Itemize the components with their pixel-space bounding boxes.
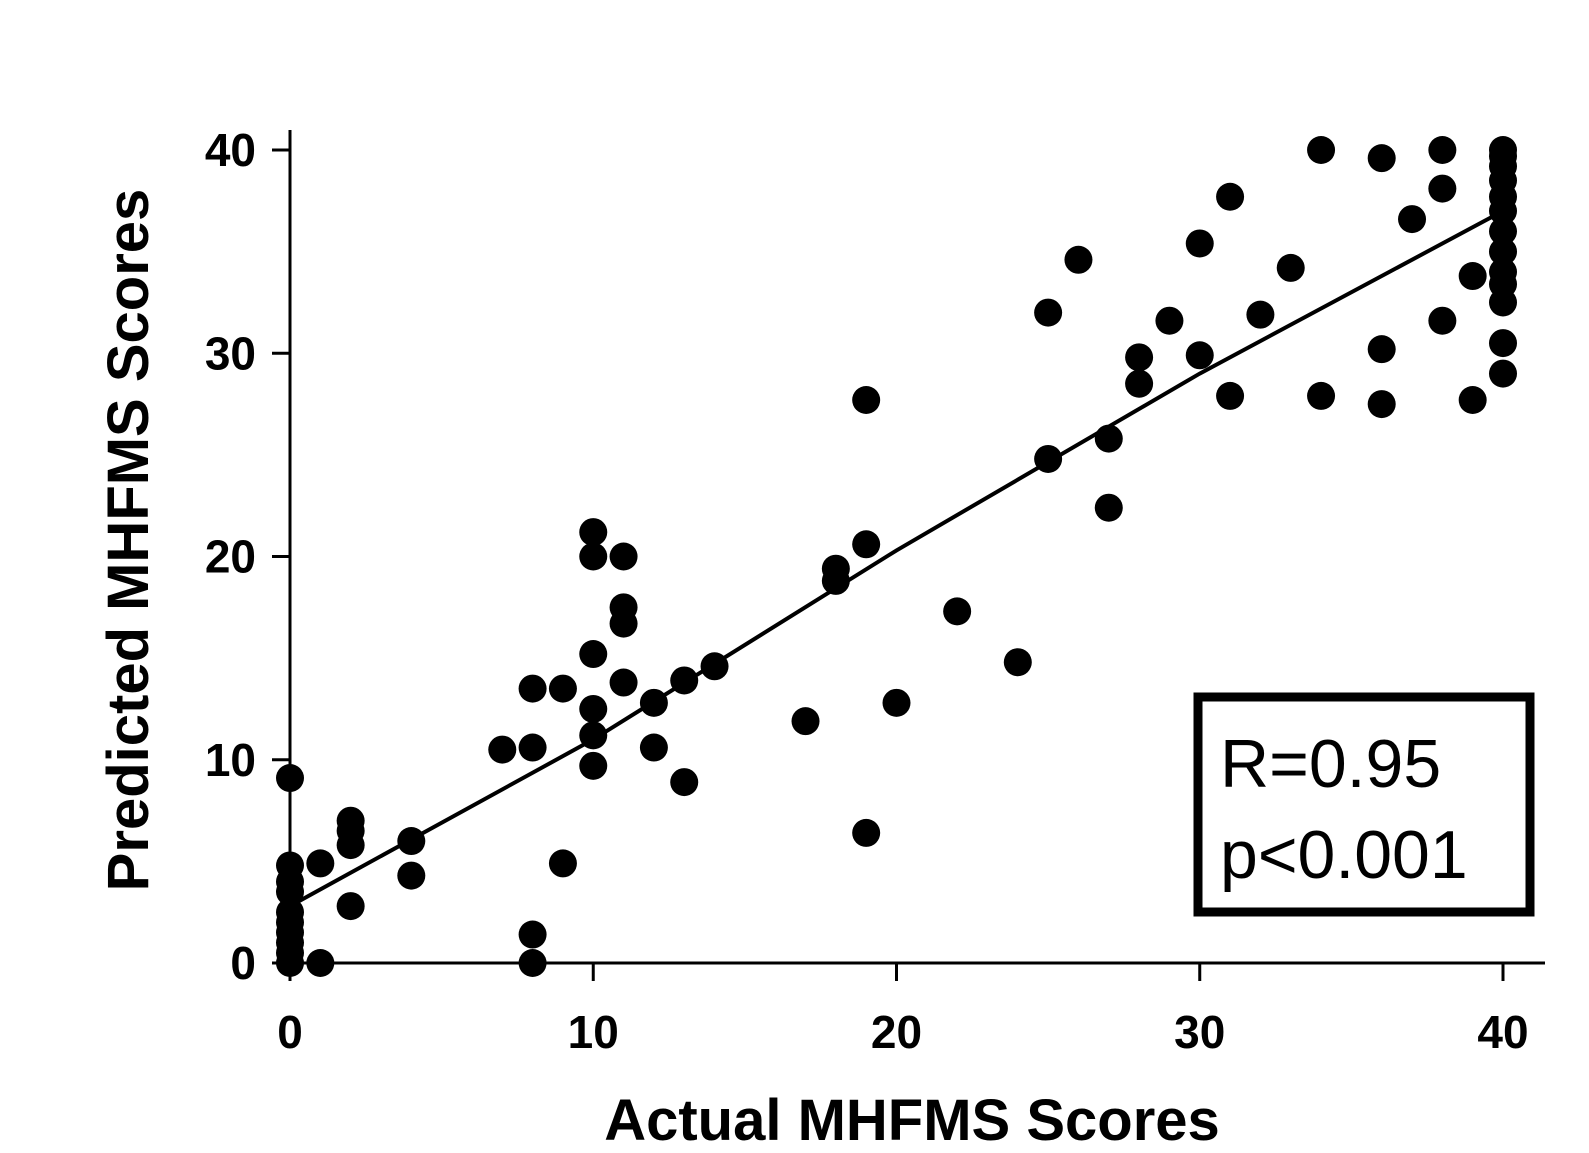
y-tick-label: 0 <box>230 937 256 989</box>
data-point <box>1064 245 1093 274</box>
data-point <box>1155 306 1184 335</box>
x-tick-label: 20 <box>871 1006 922 1058</box>
data-point <box>397 861 426 890</box>
data-point <box>1428 306 1457 335</box>
data-point <box>488 735 517 764</box>
data-point <box>1367 144 1396 173</box>
data-point <box>852 530 881 559</box>
x-tick-label: 10 <box>568 1006 619 1058</box>
data-point <box>548 674 577 703</box>
data-point <box>518 949 547 977</box>
data-point <box>639 733 668 762</box>
y-tick-label: 40 <box>205 124 256 176</box>
data-point <box>670 666 699 695</box>
data-point <box>306 949 335 977</box>
regression-line <box>289 209 1504 908</box>
data-point <box>518 733 547 762</box>
y-tick-label: 30 <box>205 327 256 379</box>
fit-line-group <box>289 209 1504 908</box>
data-point <box>336 892 365 921</box>
data-point <box>1185 229 1214 258</box>
axes <box>288 130 1545 965</box>
data-point <box>397 827 426 856</box>
y-tick-label: 10 <box>205 734 256 786</box>
data-point <box>852 818 881 847</box>
data-point <box>1125 343 1154 372</box>
data-point <box>1489 217 1517 246</box>
data-points <box>276 136 1517 977</box>
data-point <box>1458 385 1487 414</box>
data-point <box>579 640 608 669</box>
data-point <box>1034 298 1063 327</box>
data-point <box>276 764 304 793</box>
data-point <box>882 688 911 717</box>
data-point <box>306 849 335 878</box>
x-tick-label: 30 <box>1174 1006 1225 1058</box>
data-point <box>579 721 608 750</box>
data-point <box>821 554 850 583</box>
x-ticks: 0 10 20 30 40 <box>277 963 1529 1058</box>
data-point <box>1307 381 1336 410</box>
data-point <box>518 920 547 949</box>
y-tick-label: 20 <box>205 531 256 583</box>
stats-p-value: p<0.001 <box>1220 817 1468 893</box>
y-ticks: 0 10 20 30 40 <box>205 124 290 989</box>
data-point <box>1094 493 1123 522</box>
data-point <box>1276 253 1305 282</box>
stats-box: R=0.95 p<0.001 <box>1193 692 1535 917</box>
data-point <box>1307 136 1336 164</box>
data-point <box>518 674 547 703</box>
data-point <box>1367 390 1396 419</box>
data-point <box>1458 262 1487 291</box>
data-point <box>1216 182 1245 211</box>
data-point <box>1094 424 1123 453</box>
x-tick-label: 40 <box>1477 1006 1528 1058</box>
data-point <box>852 385 881 414</box>
data-point <box>943 597 972 626</box>
data-point <box>579 518 608 547</box>
data-point <box>609 668 638 697</box>
data-point <box>609 593 638 622</box>
data-point <box>1185 341 1214 370</box>
data-point <box>670 768 699 797</box>
data-point <box>1489 136 1517 164</box>
data-point <box>1489 257 1517 286</box>
data-point <box>1216 381 1245 410</box>
data-point <box>579 694 608 723</box>
data-point <box>276 851 304 880</box>
data-point <box>639 688 668 717</box>
data-point <box>276 898 304 927</box>
data-point <box>1367 335 1396 364</box>
data-point <box>1003 648 1032 677</box>
data-point <box>1398 205 1427 234</box>
stats-r-value: R=0.95 <box>1220 726 1441 802</box>
x-tick-label: 0 <box>277 1006 303 1058</box>
data-point <box>609 542 638 571</box>
data-point <box>1125 369 1154 398</box>
data-point <box>791 707 820 736</box>
data-point <box>336 806 365 835</box>
data-point <box>1034 444 1063 473</box>
y-axis-title: Predicted MHFMS Scores <box>96 189 161 892</box>
data-point <box>700 652 729 681</box>
data-point <box>548 849 577 878</box>
x-axis-title: Actual MHFMS Scores <box>604 1088 1220 1153</box>
data-point <box>579 542 608 571</box>
data-point <box>1489 237 1517 266</box>
data-point <box>1489 329 1517 358</box>
data-point <box>1246 300 1275 329</box>
data-point <box>579 751 608 780</box>
stats-box-border <box>1193 692 1535 917</box>
data-point <box>1428 136 1457 164</box>
data-point <box>1489 359 1517 388</box>
data-point <box>1428 174 1457 203</box>
